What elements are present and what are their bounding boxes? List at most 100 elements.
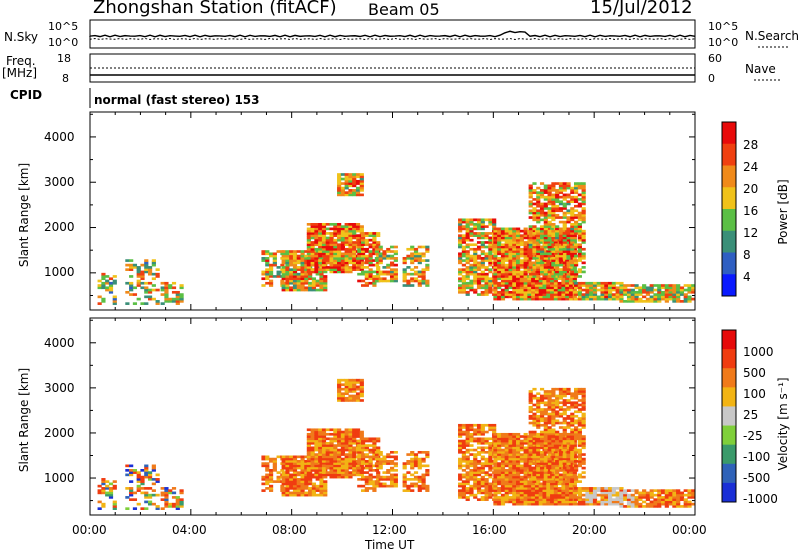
power-cell	[570, 250, 575, 253]
velocity-cell	[281, 462, 286, 465]
velocity-cell	[570, 460, 575, 463]
velocity-cell	[300, 487, 305, 490]
power-cell	[566, 211, 571, 215]
velocity-cell	[508, 444, 513, 447]
velocity-cell	[461, 493, 467, 497]
power-cell	[417, 261, 422, 265]
power-cell	[497, 234, 502, 237]
velocity-cell	[539, 417, 545, 420]
power-cell	[125, 259, 130, 262]
power-cell	[634, 300, 639, 303]
velocity-cell	[488, 446, 493, 450]
velocity-cell	[323, 480, 328, 483]
velocity-cell	[566, 414, 571, 418]
power-cell	[421, 277, 426, 281]
power-cell	[508, 250, 513, 253]
velocity-cell	[508, 441, 513, 445]
power-cell	[329, 263, 334, 267]
power-cell	[265, 259, 270, 262]
power-cell	[531, 295, 536, 299]
velocity-cell	[329, 462, 334, 465]
power-cell	[171, 281, 177, 285]
velocity-cell	[344, 462, 349, 465]
power-cell	[304, 266, 309, 269]
velocity-cell	[555, 448, 560, 452]
velocity-cell	[296, 460, 301, 463]
velocity-cell	[296, 455, 301, 459]
nave-tick-top: 60	[708, 52, 722, 65]
power-cell	[289, 254, 294, 258]
velocity-cell	[555, 471, 560, 474]
power-cell	[319, 275, 324, 278]
power-cell	[493, 238, 498, 242]
velocity-cell	[285, 473, 290, 477]
velocity-cell	[512, 475, 517, 479]
power-cell	[519, 234, 524, 237]
power-cell	[687, 286, 692, 290]
power-cell	[296, 256, 301, 260]
velocity-cell	[561, 502, 566, 506]
power-cell	[488, 284, 493, 287]
velocity-cell	[538, 482, 543, 486]
power-cell	[319, 263, 324, 267]
power-cell	[508, 277, 513, 281]
velocity-cell	[337, 437, 342, 441]
velocity-cell	[344, 437, 349, 441]
power-cell	[572, 277, 577, 281]
power-cell	[615, 288, 620, 292]
power-cell	[562, 247, 567, 251]
power-cell	[566, 234, 571, 237]
velocity-cell	[325, 462, 330, 465]
power-cell	[557, 243, 562, 247]
velocity-cell	[547, 426, 552, 429]
power-cell	[539, 238, 545, 242]
velocity-cell	[493, 441, 498, 445]
power-cell	[570, 227, 575, 231]
velocity-cell	[368, 439, 373, 443]
velocity-cell	[425, 484, 430, 488]
power-cell	[500, 275, 506, 278]
velocity-cell	[528, 439, 533, 443]
velocity-cell	[504, 457, 509, 461]
power-cell	[551, 232, 556, 235]
power-cell	[304, 272, 309, 276]
power-cell	[504, 259, 509, 262]
power-cell	[304, 254, 309, 258]
power-cell	[473, 288, 478, 292]
power-cell	[164, 288, 169, 292]
power-cell	[500, 250, 506, 253]
velocity-cell	[374, 450, 380, 454]
power-cell	[461, 259, 467, 262]
power-cell	[527, 270, 532, 274]
velocity-cell	[265, 462, 270, 465]
velocity-cell	[421, 457, 426, 461]
velocity-cell	[523, 480, 528, 483]
power-cell	[653, 293, 658, 296]
power-cell	[568, 284, 574, 287]
power-cell	[333, 238, 338, 242]
power-cell	[550, 295, 555, 299]
velocity-cell	[272, 457, 277, 461]
velocity-cell	[318, 441, 323, 445]
power-cell	[493, 268, 498, 271]
velocity-cell	[352, 435, 357, 438]
velocity-cell	[337, 432, 342, 436]
power-cell	[476, 284, 482, 287]
velocity-cell	[562, 441, 567, 445]
power-cell	[425, 245, 430, 249]
power-cell	[352, 250, 357, 253]
power-cell	[512, 284, 517, 287]
power-cell	[333, 225, 338, 228]
velocity-cell	[337, 439, 342, 443]
power-cell	[461, 270, 467, 274]
velocity-cell	[574, 419, 579, 423]
power-cell	[504, 234, 509, 237]
velocity-cell	[488, 441, 493, 445]
velocity-cell	[516, 471, 521, 474]
velocity-cell	[539, 412, 545, 416]
velocity-cell	[281, 466, 286, 470]
velocity-cell	[329, 453, 334, 456]
velocity-cell	[550, 475, 555, 479]
velocity-cell	[512, 502, 517, 506]
velocity-cell	[565, 471, 570, 474]
